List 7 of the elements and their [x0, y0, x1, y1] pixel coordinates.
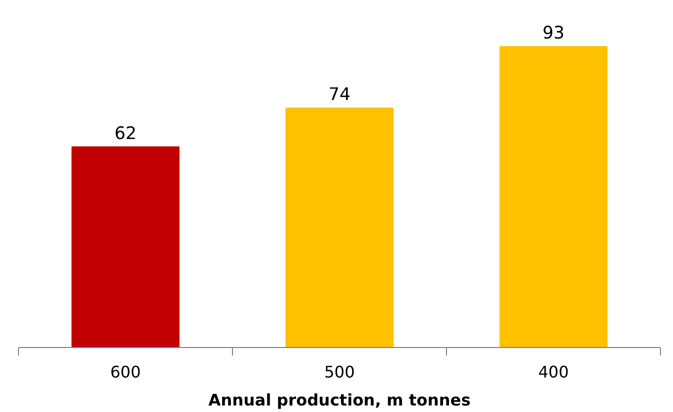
x-tick-label: 400 [538, 362, 569, 382]
x-tick-label: 600 [110, 362, 141, 382]
data-label: 93 [542, 24, 565, 44]
data-label: 74 [328, 85, 351, 106]
x-tick-label: 500 [324, 362, 355, 382]
x-axis-title: Annual production, m tonnes [208, 390, 471, 410]
data-label: 62 [114, 124, 137, 144]
